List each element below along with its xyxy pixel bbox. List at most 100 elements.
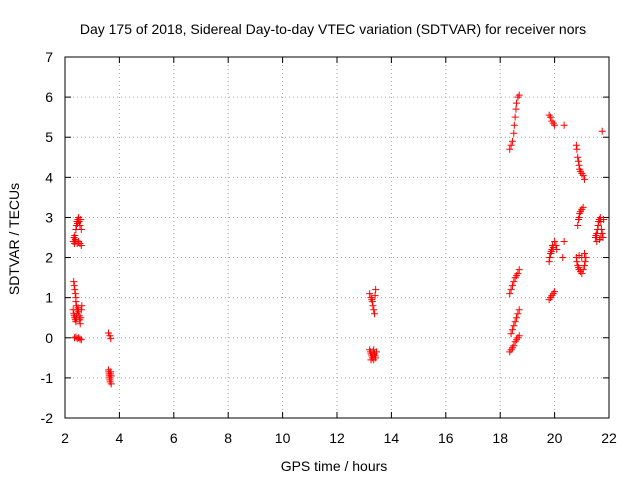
data-point-plus: [507, 141, 515, 149]
data-point-plus: [515, 332, 523, 340]
data-point-plus: [510, 322, 518, 330]
data-point-plus: [574, 221, 582, 229]
data-point-plus: [71, 231, 79, 239]
data-point-plus: [513, 314, 521, 322]
data-point-plus: [372, 286, 380, 294]
data-point-plus: [597, 225, 605, 233]
x-tick-label: 12: [329, 430, 345, 446]
data-point-plus: [510, 278, 518, 286]
data-point-plus: [508, 326, 516, 334]
data-point-plus: [572, 141, 580, 149]
data-point-plus: [600, 215, 608, 223]
y-tick-label: 4: [45, 169, 53, 185]
data-point-plus: [107, 368, 115, 376]
data-point-plus: [372, 348, 380, 356]
data-point-plus: [77, 314, 85, 322]
data-point-plus: [77, 215, 85, 223]
data-point-plus: [513, 99, 521, 107]
data-point-plus: [77, 336, 85, 344]
data-point-plus: [77, 225, 85, 233]
y-tick-label: 0: [45, 330, 53, 346]
data-point-plus: [545, 258, 553, 266]
x-tick-label: 4: [116, 430, 124, 446]
data-point-plus: [71, 286, 79, 294]
x-axis-label: GPS time / hours: [281, 458, 388, 474]
data-point-plus: [514, 270, 522, 278]
data-point-plus: [560, 121, 568, 129]
data-point-plus: [512, 105, 520, 113]
data-point-plus: [72, 298, 80, 306]
data-point-plus: [371, 310, 379, 318]
data-point-plus: [70, 282, 78, 290]
data-point-plus: [72, 318, 80, 326]
data-point-plus: [581, 250, 589, 258]
data-point-plus: [598, 127, 606, 135]
data-point-plus: [551, 121, 559, 129]
data-point-plus: [71, 290, 79, 298]
data-point-plus: [515, 306, 523, 314]
data-point-plus: [553, 246, 561, 254]
data-point-plus: [581, 258, 589, 266]
data-point-plus: [514, 310, 522, 318]
y-tick-label: 2: [45, 250, 53, 266]
x-tick-label: 20: [547, 430, 563, 446]
data-point-plus: [581, 175, 589, 183]
data-point-plus: [578, 254, 586, 262]
y-tick-label: -2: [41, 410, 54, 426]
data-point-plus: [76, 221, 84, 229]
data-point-plus: [510, 121, 518, 129]
data-point-plus: [594, 221, 602, 229]
data-point-plus: [76, 335, 84, 343]
data-point-plus: [370, 356, 378, 364]
data-points: [69, 91, 608, 388]
data-point-plus: [581, 262, 589, 270]
data-point-plus: [506, 290, 514, 298]
data-point-plus: [76, 320, 84, 328]
x-tick-label: 6: [170, 430, 178, 446]
data-point-plus: [507, 286, 515, 294]
grid-lines: [65, 57, 609, 418]
data-point-plus: [515, 91, 523, 99]
y-tick-label: 3: [45, 209, 53, 225]
data-point-plus: [368, 298, 376, 306]
x-tick-label: 14: [384, 430, 400, 446]
data-point-plus: [77, 242, 85, 250]
y-tick-label: -1: [41, 370, 54, 386]
data-point-plus: [366, 290, 374, 298]
data-point-plus: [579, 203, 587, 211]
data-point-plus: [552, 242, 560, 250]
x-tick-label: 18: [492, 430, 508, 446]
data-point-plus: [510, 342, 518, 350]
data-point-plus: [551, 288, 559, 296]
data-point-plus: [508, 282, 516, 290]
data-point-plus: [77, 306, 85, 314]
x-tick-label: 22: [601, 430, 617, 446]
data-point-plus: [575, 213, 583, 221]
data-point-plus: [578, 270, 586, 278]
data-point-plus: [551, 238, 559, 246]
data-point-plus: [70, 278, 78, 286]
x-tick-label: 10: [275, 430, 291, 446]
data-point-plus: [506, 145, 514, 153]
y-tick-label: 6: [45, 89, 53, 105]
data-point-plus: [107, 335, 115, 343]
data-point-plus: [510, 129, 518, 137]
data-point-plus: [546, 254, 554, 262]
data-point-plus: [573, 145, 581, 153]
data-point-plus: [573, 258, 581, 266]
chart-title: Day 175 of 2018, Sidereal Day-to-day VTE…: [80, 21, 586, 37]
data-point-plus: [370, 306, 378, 314]
data-point-plus: [575, 157, 583, 165]
x-tick-label: 16: [438, 430, 454, 446]
data-point-plus: [597, 234, 605, 241]
data-point-plus: [369, 302, 377, 310]
x-tick-label: 8: [224, 430, 232, 446]
y-tick-label: 7: [45, 49, 53, 65]
data-point-plus: [107, 380, 115, 388]
data-point-plus: [78, 302, 86, 310]
data-point-plus: [511, 113, 519, 121]
data-point-plus: [107, 372, 115, 380]
